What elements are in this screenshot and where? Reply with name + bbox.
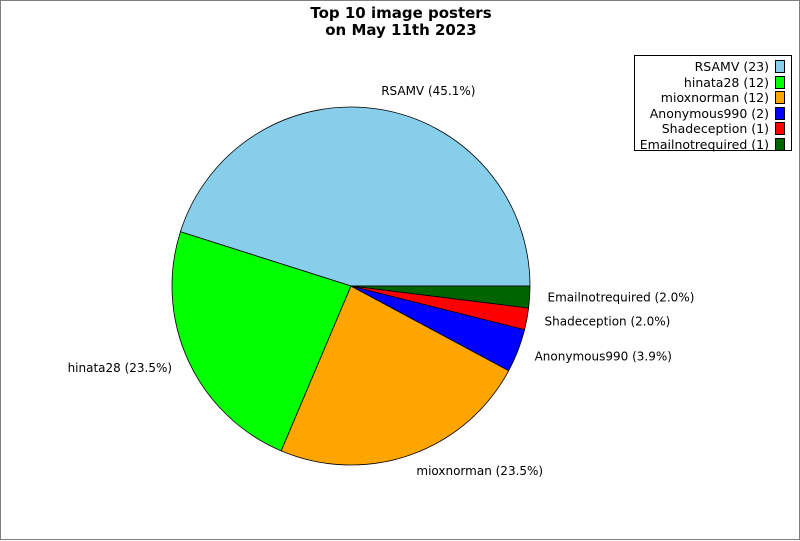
pie-labels: RSAMV (45.1%) hinata28 (23.5%) mioxnorman …	[68, 84, 695, 478]
legend-swatch	[775, 137, 785, 151]
legend-item-anonymous990: Anonymous990 (2)	[639, 106, 785, 122]
legend-label: Emailnotrequired (1)	[639, 136, 769, 152]
legend-label: Shadeception (1)	[661, 121, 769, 137]
slice-label-shadeception: Shadeception (2.0%)	[545, 315, 671, 329]
slice-label-anonymous990: Anonymous990 (3.9%)	[535, 350, 672, 364]
chart-title-line-1: Top 10 image posters	[310, 4, 492, 22]
legend-swatch	[775, 122, 785, 136]
slice-label-emailnotrequired: Emailnotrequired (2.0%)	[548, 291, 695, 305]
pie-slice-mioxnorman	[280, 285, 510, 466]
legend-item-mioxnorman: mioxnorman (12)	[639, 90, 785, 106]
legend-swatch	[775, 75, 785, 89]
legend-label: RSAMV (23)	[694, 59, 769, 75]
chart-title-line-2: on May 11th 2023	[325, 21, 477, 39]
pie-slice-rsamv	[180, 106, 531, 287]
legend-item-hinata28: hinata28 (12)	[639, 75, 785, 91]
legend-swatch	[775, 60, 785, 74]
pie-slice-emailnotrequired	[350, 285, 531, 309]
legend-label: mioxnorman (12)	[660, 90, 769, 106]
legend-label: hinata28 (12)	[683, 74, 769, 90]
slice-label-rsamv: RSAMV (45.1%)	[381, 84, 475, 98]
legend-item-shadeception: Shadeception (1)	[639, 121, 785, 137]
slice-label-mioxnorman: mioxnorman (23.5%)	[416, 464, 543, 478]
legend-item-emailnotrequired: Emailnotrequired (1)	[639, 137, 785, 153]
legend-item-rsamv: RSAMV (23)	[639, 59, 785, 75]
legend-label: Anonymous990 (2)	[649, 105, 769, 121]
chart-title: Top 10 image posters on May 11th 2023	[1, 5, 800, 39]
pie-slices	[171, 106, 531, 466]
legend-swatch	[775, 106, 785, 120]
slice-label-hinata28: hinata28 (23.5%)	[68, 361, 173, 375]
legend-swatch	[775, 91, 785, 105]
chart-legend: RSAMV (23) hinata28 (12) mioxnorman (12) An…	[634, 55, 792, 153]
pie-slice-hinata28	[171, 231, 352, 452]
